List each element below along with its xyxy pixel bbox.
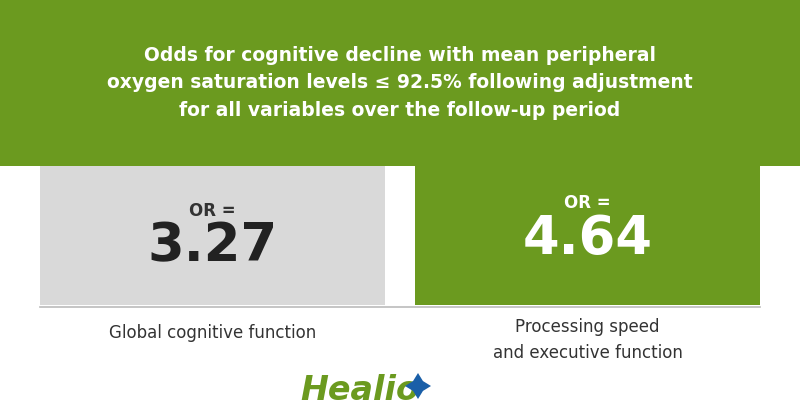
Text: Global cognitive function: Global cognitive function <box>109 324 316 342</box>
Text: Healio: Healio <box>301 373 419 407</box>
Text: OR =: OR = <box>564 194 611 212</box>
Text: OR =: OR = <box>189 202 236 220</box>
Text: 4.64: 4.64 <box>522 213 653 265</box>
Bar <box>415 145 760 305</box>
Text: 3.27: 3.27 <box>147 220 278 273</box>
Bar <box>40 160 385 305</box>
Text: Odds for cognitive decline with mean peripheral
oxygen saturation levels ≤ 92.5%: Odds for cognitive decline with mean per… <box>107 46 693 120</box>
Text: Processing speed
and executive function: Processing speed and executive function <box>493 318 682 362</box>
Polygon shape <box>405 373 431 399</box>
